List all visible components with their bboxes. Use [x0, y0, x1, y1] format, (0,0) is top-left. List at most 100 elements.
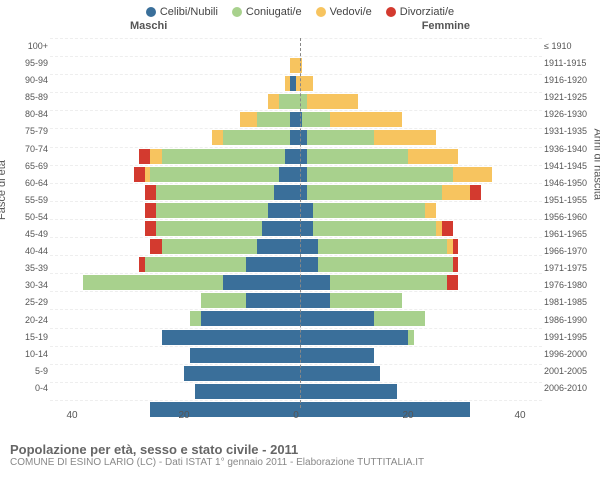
age-label: 95-99 [4, 55, 48, 72]
chart-subtitle: COMUNE DI ESINO LARIO (LC) - Dati ISTAT … [10, 457, 590, 468]
segment-single [296, 275, 330, 290]
pyramid-row [50, 38, 542, 56]
age-label: 0-4 [4, 380, 48, 397]
age-label: 75-79 [4, 123, 48, 140]
segment-single [279, 167, 296, 182]
chart-title: Popolazione per età, sesso e stato civil… [10, 442, 590, 457]
center-axis-line [300, 38, 301, 408]
age-label: 60-64 [4, 175, 48, 192]
segment-single [296, 149, 307, 164]
segment-married [307, 167, 453, 182]
bar-female [296, 167, 492, 182]
segment-single [296, 185, 307, 200]
segment-single [257, 239, 296, 254]
segment-single [296, 330, 408, 345]
segment-divorced [442, 221, 453, 236]
birth-label: ≤ 1910 [544, 38, 596, 55]
segment-single [296, 311, 374, 326]
pyramid-row [50, 56, 542, 74]
pyramid-row [50, 237, 542, 255]
pyramid-row [50, 110, 542, 128]
bar-female [296, 330, 414, 345]
bar-male [145, 185, 296, 200]
birth-label: 1911-1915 [544, 55, 596, 72]
segment-divorced [447, 275, 458, 290]
segment-married [313, 203, 425, 218]
bar-male [268, 94, 296, 109]
segment-married [408, 330, 414, 345]
pyramid-row [50, 382, 542, 400]
birth-label: 1971-1975 [544, 260, 596, 277]
age-label: 65-69 [4, 158, 48, 175]
birth-label: 1936-1940 [544, 141, 596, 158]
bar-male [190, 348, 296, 363]
segment-widowed [330, 112, 403, 127]
age-label: 35-39 [4, 260, 48, 277]
segment-widowed [240, 112, 257, 127]
pyramid-bars [50, 38, 542, 408]
pyramid-row [50, 255, 542, 273]
segment-widowed [408, 149, 458, 164]
gender-labels: Maschi Femmine [0, 20, 600, 36]
segment-single [296, 203, 313, 218]
legend-label: Divorziati/e [400, 6, 454, 18]
bar-male [139, 149, 296, 164]
birth-label: 1976-1980 [544, 277, 596, 294]
legend-label: Vedovi/e [330, 6, 372, 18]
bar-male [145, 221, 296, 236]
segment-married [302, 112, 330, 127]
segment-married [257, 112, 291, 127]
segment-married [190, 311, 201, 326]
segment-single [195, 384, 296, 399]
segment-divorced [453, 257, 459, 272]
bar-male [134, 167, 296, 182]
birth-label: 1931-1935 [544, 123, 596, 140]
segment-single [262, 221, 296, 236]
bar-female [296, 239, 458, 254]
age-label: 100+ [4, 38, 48, 55]
pyramid-row [50, 309, 542, 327]
age-label: 80-84 [4, 106, 48, 123]
pyramid-row [50, 92, 542, 110]
bar-female [296, 149, 458, 164]
segment-single [296, 221, 313, 236]
x-tick: 20 [402, 410, 413, 421]
segment-single [296, 384, 397, 399]
population-pyramid-chart: Maschi Femmine Fasce di età Anni di nasc… [0, 20, 600, 438]
bar-male [201, 293, 296, 308]
pyramid-row [50, 273, 542, 291]
segment-married [83, 275, 223, 290]
bar-male [83, 275, 296, 290]
bar-male [184, 366, 296, 381]
segment-single [296, 293, 330, 308]
label-females: Femmine [422, 20, 470, 32]
age-label: 40-44 [4, 243, 48, 260]
segment-divorced [453, 239, 459, 254]
x-tick: 20 [178, 410, 189, 421]
segment-single [223, 275, 296, 290]
segment-married [318, 257, 452, 272]
segment-single [296, 348, 374, 363]
segment-divorced [470, 185, 481, 200]
segment-divorced [145, 185, 156, 200]
segment-widowed [453, 167, 492, 182]
birth-label: 1956-1960 [544, 209, 596, 226]
legend-swatch [316, 7, 326, 17]
segment-divorced [145, 221, 156, 236]
segment-single [190, 348, 296, 363]
bar-male [195, 384, 296, 399]
segment-married [162, 239, 257, 254]
segment-married [330, 275, 448, 290]
bar-female [296, 203, 436, 218]
segment-widowed [296, 76, 313, 91]
bar-male [212, 130, 296, 145]
legend-item: Divorziati/e [386, 6, 454, 18]
segment-widowed [442, 185, 470, 200]
birth-label: 1951-1955 [544, 192, 596, 209]
birth-label: 1961-1965 [544, 226, 596, 243]
birth-label: 1941-1945 [544, 158, 596, 175]
segment-widowed [425, 203, 436, 218]
y-axis-birth: ≤ 19101911-19151916-19201921-19251926-19… [544, 38, 596, 398]
x-tick: 0 [293, 410, 299, 421]
segment-widowed [307, 94, 357, 109]
